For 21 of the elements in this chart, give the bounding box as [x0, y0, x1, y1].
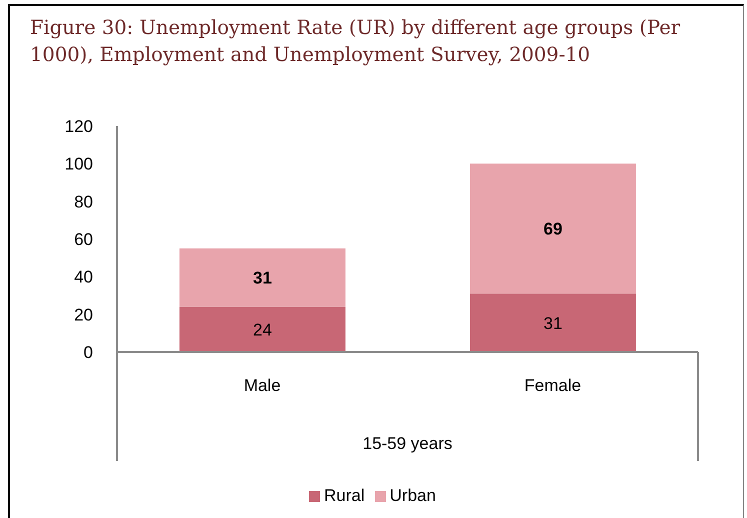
data-label: 24: [252, 320, 272, 340]
x-tick-label: Male: [244, 376, 281, 396]
data-label: 69: [543, 220, 562, 239]
x-axis-title: 15-59 years: [362, 434, 452, 453]
bar: [179, 306, 346, 352]
y-tick-label: 100: [64, 154, 93, 174]
y-tick-label: 0: [84, 343, 93, 362]
x-tick-label: Female: [524, 376, 582, 396]
y-tick-label: 120: [64, 117, 93, 136]
bar: [470, 164, 636, 294]
y-tick-label: 20: [74, 305, 93, 324]
y-tick-label: 60: [74, 230, 93, 250]
y-tick-label: 80: [74, 192, 93, 212]
data-label: 31: [543, 314, 562, 333]
bar: [470, 294, 636, 352]
legend-label: Urban: [390, 486, 436, 505]
chart-title: Figure 30: Unemployment Rate (UR) by different age groups (Per 1000), Employment and Unemployment Survey, 2009-10: [30, 15, 682, 68]
y-tick-label: 40: [74, 268, 93, 287]
data-label: 31: [252, 268, 272, 288]
bar: [179, 248, 346, 307]
legend-label: Rural: [324, 486, 365, 505]
